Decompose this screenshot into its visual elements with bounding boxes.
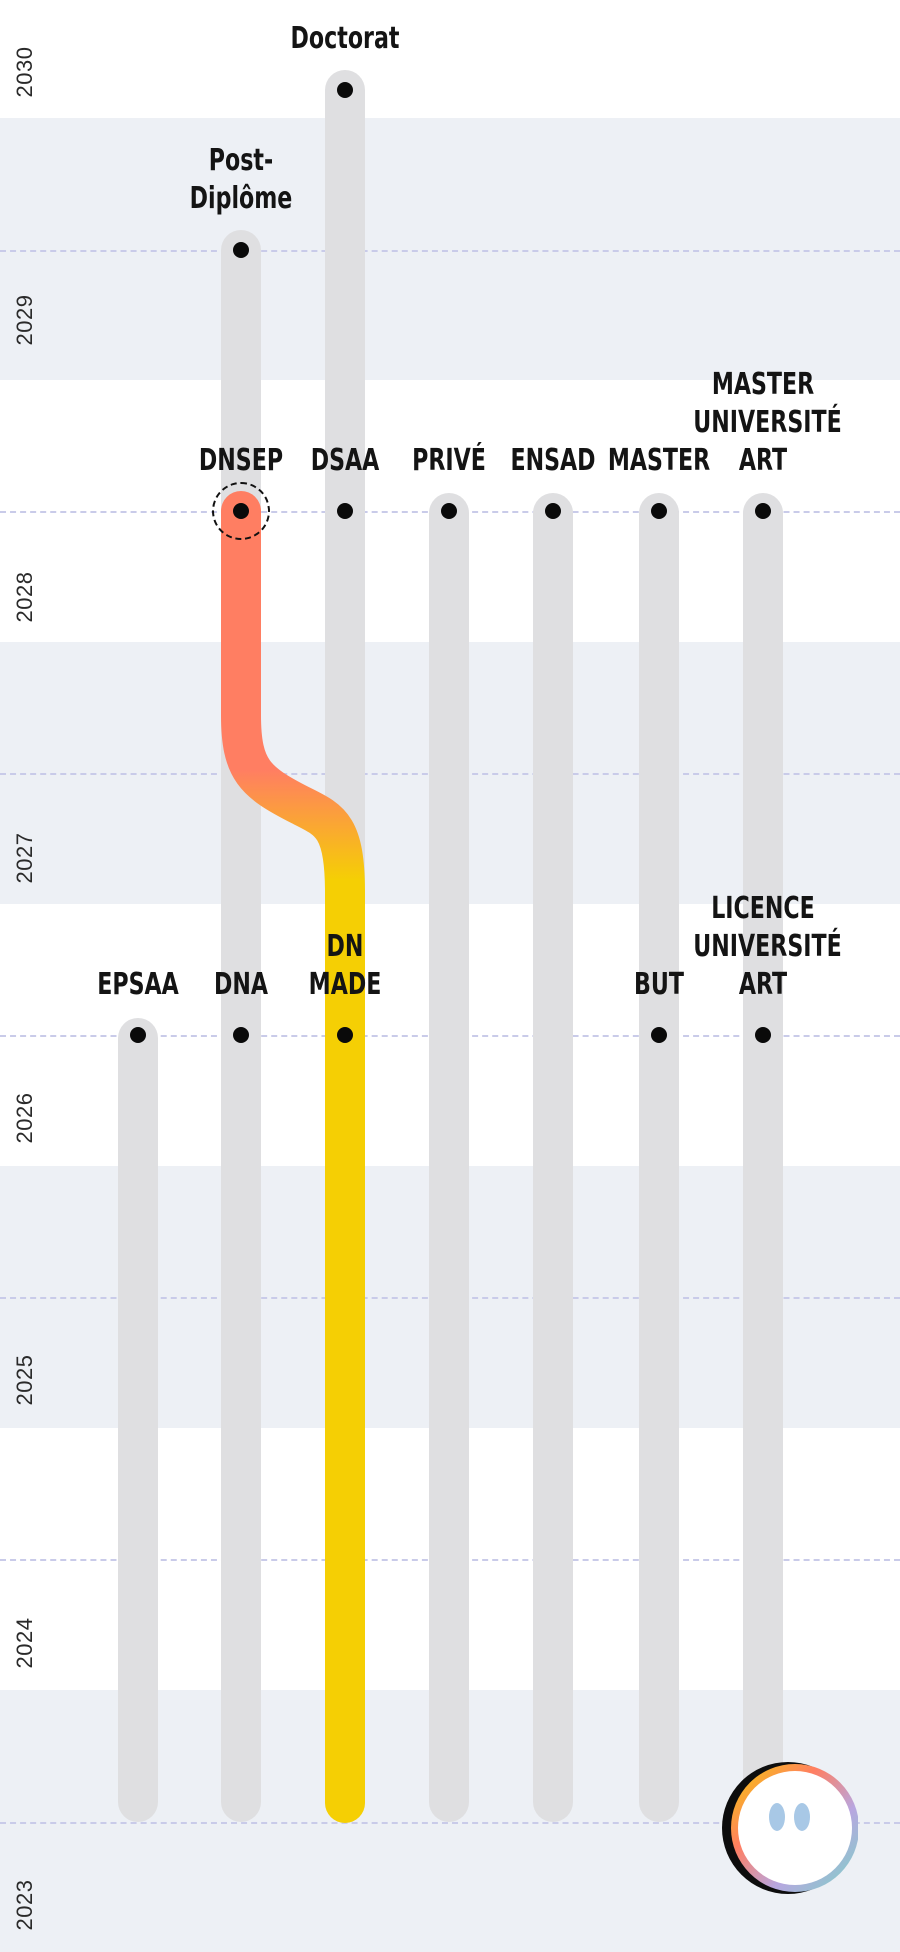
track-node-master[interactable] xyxy=(651,503,667,519)
track-node-licence-universite-art[interactable] xyxy=(755,1027,771,1043)
track-label-dnmade[interactable]: DN MADE xyxy=(308,929,382,1002)
track-label-licence-universite-art[interactable]: LICENCE UNIVERSITÉ ART xyxy=(693,891,842,1002)
year-gridline xyxy=(0,1822,900,1824)
track-label-post-diplome[interactable]: Post- Diplôme xyxy=(189,143,293,216)
track-label-master-universite-art[interactable]: MASTER UNIVERSITÉ ART xyxy=(693,367,842,478)
track-node-epsaa[interactable] xyxy=(130,1027,146,1043)
track-bar[interactable] xyxy=(429,493,469,1822)
track-label-dna[interactable]: DNA xyxy=(213,967,269,1002)
track-node-dnmade[interactable] xyxy=(337,1027,353,1043)
track-label-epsaa[interactable]: EPSAA xyxy=(97,967,179,1002)
track-label-dsaa[interactable]: DSAA xyxy=(310,443,380,478)
track-bar[interactable] xyxy=(743,493,783,1822)
track-label-ensad[interactable]: ENSAD xyxy=(510,443,596,478)
track-label-but[interactable]: BUT xyxy=(634,967,684,1002)
mascot-button[interactable] xyxy=(718,1758,859,1898)
track-label-master[interactable]: MASTER xyxy=(607,443,711,478)
track-node-doctorat[interactable] xyxy=(337,82,353,98)
mascot-face-icon xyxy=(722,1762,859,1894)
selected-node-ring xyxy=(212,482,270,540)
track-node-dsaa[interactable] xyxy=(337,503,353,519)
track-bar[interactable] xyxy=(639,493,679,1822)
track-label-prive[interactable]: PRIVÉ xyxy=(412,443,486,478)
track-node-but[interactable] xyxy=(651,1027,667,1043)
year-gridline xyxy=(0,250,900,252)
track-node-prive[interactable] xyxy=(441,503,457,519)
track-node-master-universite-art[interactable] xyxy=(755,503,771,519)
track-node-ensad[interactable] xyxy=(545,503,561,519)
track-bar[interactable] xyxy=(533,493,573,1822)
track-label-dnsep[interactable]: DNSEP xyxy=(198,443,284,478)
track-node-dna[interactable] xyxy=(233,1027,249,1043)
track-label-doctorat[interactable]: Doctorat xyxy=(290,21,400,56)
track-bar[interactable] xyxy=(118,1018,158,1822)
route-path xyxy=(221,491,365,1823)
year-band xyxy=(0,118,900,380)
track-node-post-diplome[interactable] xyxy=(233,242,249,258)
